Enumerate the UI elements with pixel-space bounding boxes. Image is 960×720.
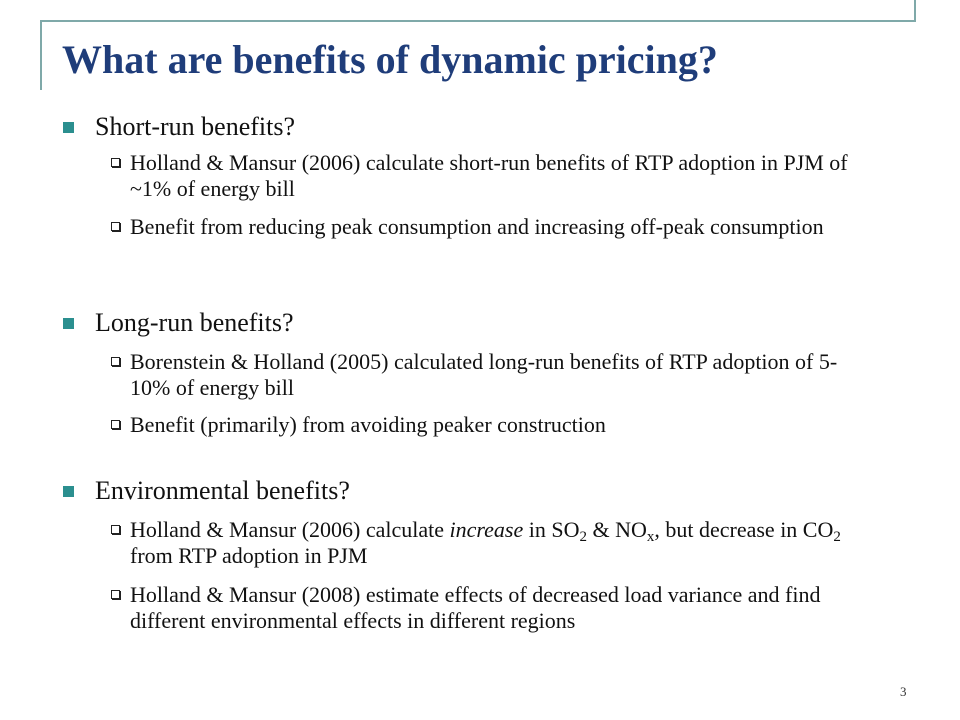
sub-bullet: Borenstein & Holland (2005) calculated l… (111, 349, 870, 401)
page-number: 3 (900, 684, 907, 699)
frame-line (40, 20, 42, 90)
text: Benefit from reducing peak consumption a… (130, 214, 824, 239)
sub-bullet: Benefit from reducing peak consumption a… (111, 214, 870, 240)
frame-line (40, 20, 916, 22)
text: , but decrease in CO (654, 517, 834, 542)
text: from RTP adoption in PJM (130, 543, 368, 568)
text: Holland & Mansur (2008) estimate effects… (130, 582, 821, 633)
subscript: x (646, 529, 655, 545)
bullet: Short-run benefits? (62, 112, 296, 141)
subscript: 2 (579, 529, 587, 545)
bullet: Long-run benefits? (63, 308, 294, 337)
frame-line (914, 0, 916, 22)
text: increase (449, 517, 524, 542)
text: Borenstein & Holland (2005) calculated l… (130, 349, 838, 400)
title: What are benefits of dynamic pricing? (62, 37, 718, 82)
sub-bullet: Holland & Mansur (2008) estimate effects… (111, 582, 870, 634)
bullet: Environmental benefits? (63, 476, 350, 505)
text: Benefit (primarily) from avoiding peaker… (130, 412, 606, 437)
text: Holland & Mansur (2006) calculate short-… (130, 150, 848, 201)
text: in SO (523, 517, 580, 542)
sub-bullet: Holland & Mansur (2006) calculate increa… (111, 517, 870, 569)
subscript: 2 (833, 529, 841, 545)
sub-bullet: Benefit (primarily) from avoiding peaker… (111, 412, 870, 438)
text: Holland & Mansur (2006) calculate (130, 517, 450, 542)
text: & NO (586, 517, 647, 542)
sub-bullet: Holland & Mansur (2006) calculate short-… (111, 150, 870, 202)
